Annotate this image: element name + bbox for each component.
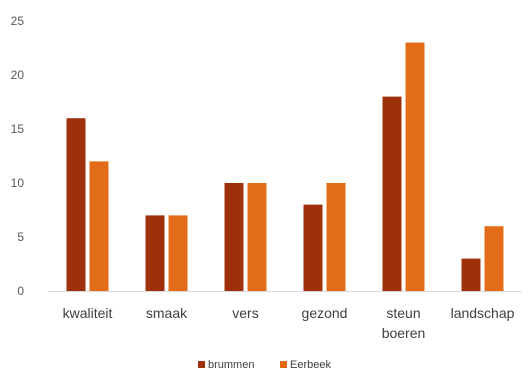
bar-brummen-vers [224,183,244,291]
category-label: boeren [382,325,426,341]
category-label: steun [386,305,420,321]
category-label: kwaliteit [63,305,113,321]
legend-swatch-eerbeek [280,361,287,368]
y-tick-label: 10 [11,176,25,190]
legend-label: brummen [208,359,254,371]
category-label: landschap [451,305,515,321]
bar-eerbeek-smaak [168,215,188,291]
y-tick-label: 0 [17,284,24,298]
y-tick-label: 15 [11,122,25,136]
bar-brummen-smaak [145,215,165,291]
category-label: smaak [146,305,188,321]
category-label: gezond [302,305,348,321]
legend-swatch-brummen [198,361,205,368]
bar-brummen-landschap [461,258,481,291]
category-label: vers [232,305,258,321]
legend-label: Eerbeek [290,359,331,371]
y-tick-label: 5 [17,230,24,244]
bar-brummen-steun-boeren [382,96,402,291]
y-tick-label: 25 [11,14,25,28]
bar-eerbeek-landschap [484,226,504,291]
bar-brummen-gezond [303,204,323,291]
bar-brummen-kwaliteit [66,118,86,291]
bar-eerbeek-steun-boeren [405,42,425,291]
bar-eerbeek-gezond [326,183,346,291]
y-tick-label: 20 [11,68,25,82]
bar-eerbeek-kwaliteit [89,161,109,291]
bar-eerbeek-vers [247,183,267,291]
